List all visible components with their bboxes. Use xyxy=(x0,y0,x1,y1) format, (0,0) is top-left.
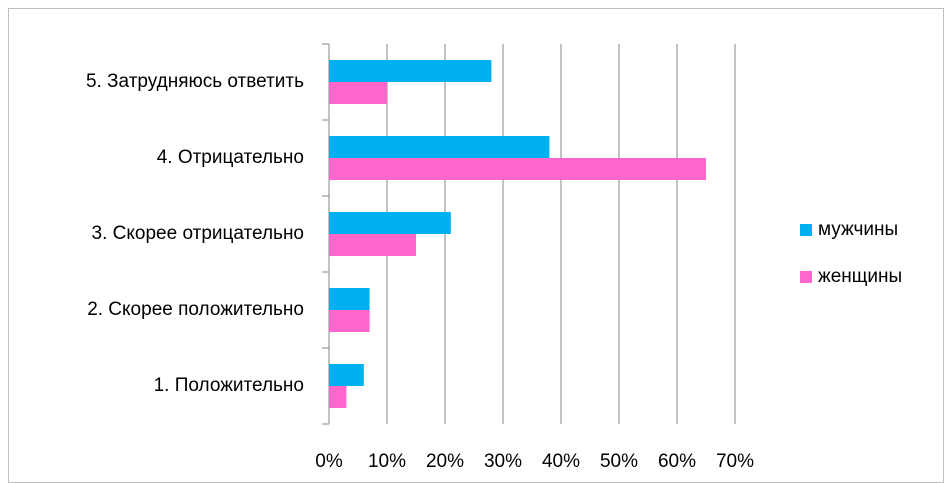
legend-label: мужчины xyxy=(818,219,898,240)
x-tick-label: 50% xyxy=(600,451,638,472)
bar xyxy=(329,234,416,256)
y-tick-label: 1. Положительно xyxy=(154,375,304,396)
y-tick-label: 4. Отрицательно xyxy=(157,147,304,168)
bar xyxy=(329,310,370,332)
x-tick-label: 30% xyxy=(484,451,522,472)
legend-swatch xyxy=(800,271,812,283)
bar xyxy=(329,82,387,104)
bar xyxy=(329,288,370,310)
y-tick-label: 5. Затрудняюсь ответить xyxy=(86,71,304,92)
x-tick-label: 20% xyxy=(426,451,464,472)
x-tick-label: 10% xyxy=(368,451,406,472)
y-tick-label: 3. Скорее отрицательно xyxy=(92,223,304,244)
y-tick-label: 2. Скорее положительно xyxy=(87,299,304,320)
x-tick-label: 60% xyxy=(658,451,696,472)
bar xyxy=(329,212,451,234)
x-tick-label: 0% xyxy=(315,451,343,472)
legend-swatch xyxy=(800,224,812,236)
bar xyxy=(329,386,347,408)
bar xyxy=(329,60,492,82)
chart-frame xyxy=(8,8,944,483)
bar xyxy=(329,158,706,180)
bar xyxy=(329,364,364,386)
bar xyxy=(329,136,550,158)
legend-label: женщины xyxy=(818,266,902,287)
x-tick-label: 70% xyxy=(716,451,754,472)
x-tick-label: 40% xyxy=(542,451,580,472)
